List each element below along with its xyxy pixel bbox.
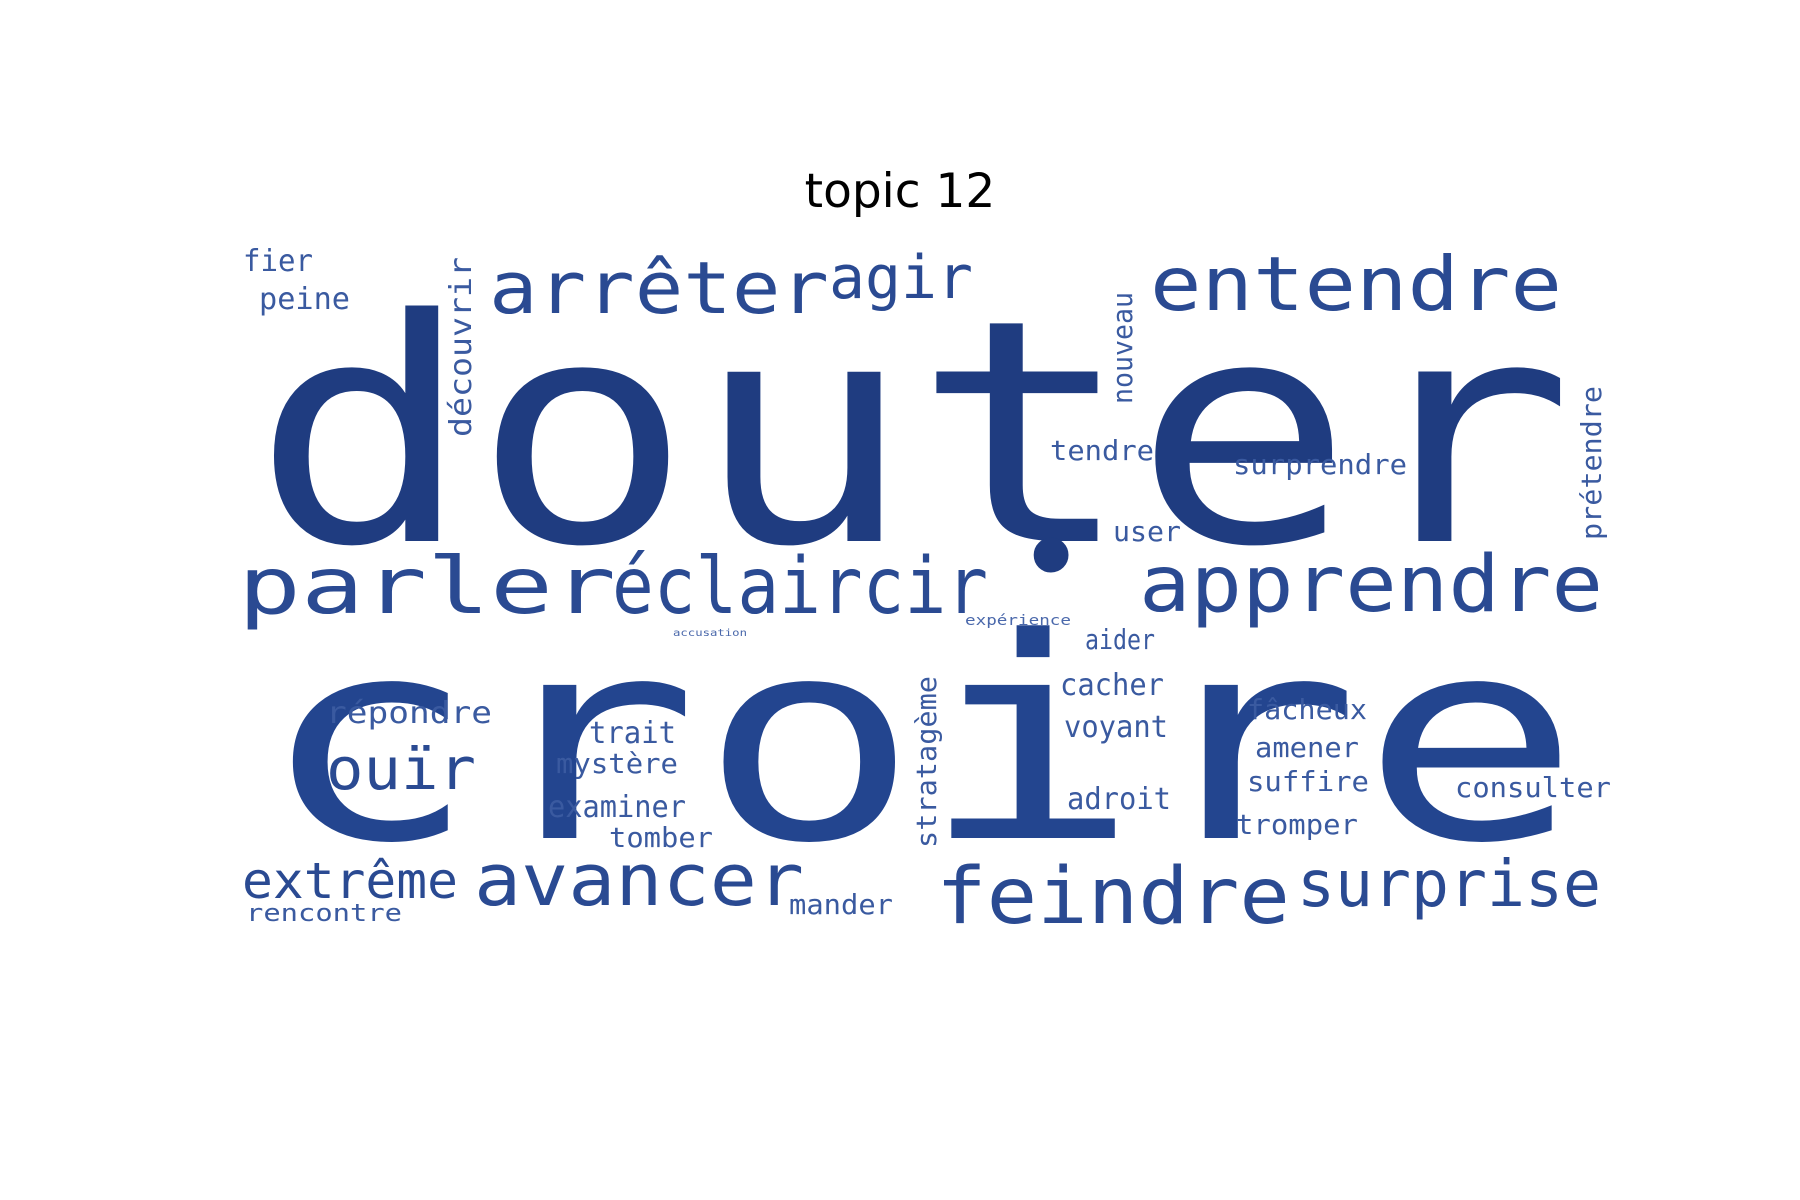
- cloud-word-cacher: cacher: [1060, 668, 1164, 703]
- cloud-word-entendre: entendre: [1150, 240, 1562, 328]
- cloud-word-user: user: [1113, 515, 1181, 548]
- cloud-word-mystere: mystère: [556, 747, 678, 780]
- cloud-word-amener: amener: [1255, 731, 1359, 764]
- cloud-word-ouir: ouïr: [326, 735, 476, 803]
- cloud-word-apprendre: apprendre: [1139, 540, 1603, 630]
- cloud-word-aider: aider: [1085, 623, 1155, 656]
- cloud-word-dot: •: [1015, 490, 1087, 629]
- cloud-word-adroit: adroit: [1067, 782, 1171, 817]
- cloud-word-douter: douter: [252, 254, 1574, 615]
- cloud-word-agir: agir: [829, 243, 973, 313]
- cloud-word-suffire: suffire: [1247, 765, 1369, 798]
- cloud-word-peine: peine: [259, 282, 350, 317]
- cloud-word-parler: parler: [238, 542, 616, 632]
- cloud-word-accusation: accusation: [673, 628, 747, 639]
- cloud-word-feindre: feindre: [936, 852, 1290, 942]
- cloud-word-tomber: tomber: [609, 821, 713, 854]
- cloud-word-rencontre: rencontre: [246, 899, 402, 927]
- cloud-word-arreter: arrêter: [489, 246, 829, 330]
- cloud-word-experience: expérience: [965, 613, 1071, 629]
- cloud-word-tromper: tromper: [1236, 808, 1358, 841]
- cloud-word-surprendre: surprendre: [1233, 448, 1407, 481]
- cloud-word-trait: trait: [589, 716, 676, 751]
- cloud-word-repondre: répondre: [326, 696, 492, 731]
- cloud-word-decouvrir: découvrir: [444, 257, 479, 437]
- cloud-word-consulter: consulter: [1455, 771, 1611, 804]
- cloud-word-nouveau: nouveau: [1106, 292, 1139, 404]
- cloud-word-eclaircir: éclaircir: [612, 542, 988, 632]
- cloud-word-avancer: avancer: [474, 838, 804, 922]
- figure-title: topic 12: [804, 164, 996, 219]
- cloud-word-voyant: voyant: [1064, 710, 1168, 745]
- cloud-word-pretendre: prétendre: [1575, 386, 1608, 540]
- cloud-word-stratageme: stratagème: [910, 676, 943, 848]
- cloud-word-extreme: extrême: [242, 852, 458, 910]
- cloud-word-fier: fier: [243, 244, 313, 279]
- cloud-word-tendre: tendre: [1050, 434, 1154, 467]
- cloud-word-surprise: surprise: [1297, 848, 1601, 922]
- cloud-word-croire: croire: [258, 579, 1581, 905]
- cloud-word-facheux: fâcheux: [1247, 693, 1367, 726]
- cloud-word-mander: mander: [789, 888, 893, 921]
- cloud-word-examiner: examiner: [548, 790, 686, 825]
